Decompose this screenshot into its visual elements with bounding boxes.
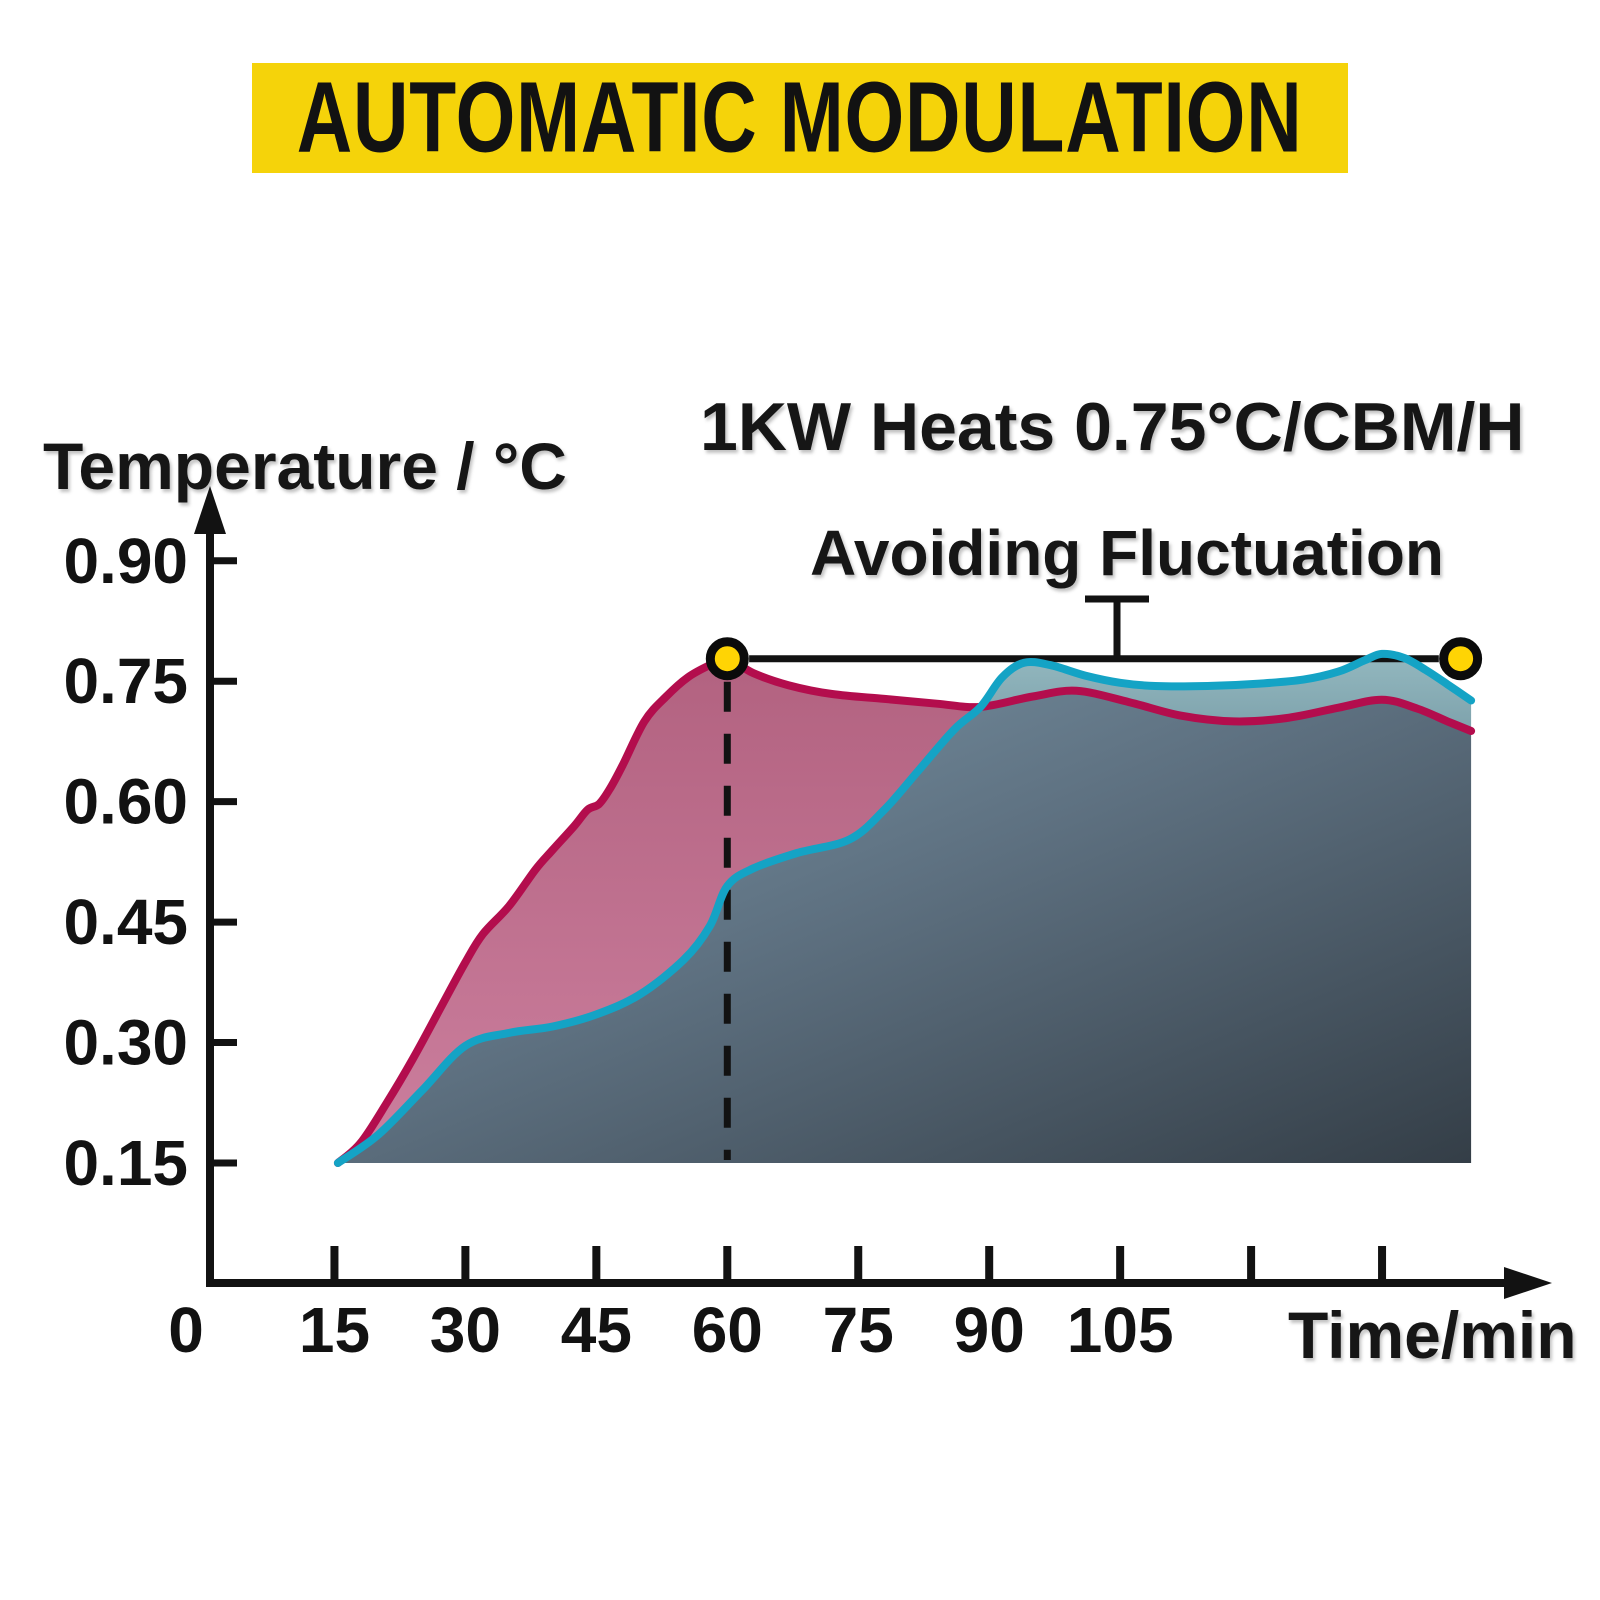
y-tick-label: 0.30 xyxy=(63,1007,188,1079)
marker-dot xyxy=(705,637,749,681)
overlap-area xyxy=(337,690,1472,1163)
chart-axes xyxy=(194,486,1552,1299)
fluctuation-annotation: Avoiding Fluctuation xyxy=(810,517,1444,589)
chart-guides xyxy=(723,595,1439,1160)
y-axis-title: Temperature / °C xyxy=(43,429,567,503)
chart-areas xyxy=(337,653,1472,1163)
x-tick-label: 30 xyxy=(430,1294,501,1366)
marker-dot xyxy=(1439,637,1483,681)
chart-tick-labels: 0.90 0.75 0.60 0.45 0.30 0.15 0 15 30 45 60 75 90 105 xyxy=(63,525,1173,1366)
heat-rate-annotation: 1KW Heats 0.75°C/CBM/H xyxy=(700,389,1525,465)
y-tick-label: 0.45 xyxy=(63,886,188,958)
x-tick-label: 60 xyxy=(692,1294,763,1366)
chart-markers xyxy=(705,637,1483,681)
x-tick-label: 75 xyxy=(823,1294,894,1366)
y-tick-label: 0.15 xyxy=(63,1127,188,1199)
x-tick-label: 0 xyxy=(168,1294,204,1366)
x-tick-label: 15 xyxy=(299,1294,370,1366)
banner: AUTOMATIC MODULATION xyxy=(252,61,1348,174)
y-tick-label: 0.90 xyxy=(63,525,188,597)
teal-area xyxy=(980,653,1472,731)
x-axis-title: Time/min xyxy=(1288,1298,1577,1372)
y-tick-label: 0.60 xyxy=(63,766,188,838)
x-tick-label: 105 xyxy=(1067,1294,1174,1366)
banner-title: AUTOMATIC MODULATION xyxy=(297,61,1303,174)
x-tick-label: 45 xyxy=(561,1294,632,1366)
x-tick-label: 90 xyxy=(954,1294,1025,1366)
teal-curve xyxy=(333,649,1476,1167)
red-area xyxy=(337,658,981,1163)
x-axis-arrow xyxy=(1504,1267,1552,1299)
y-tick-label: 0.75 xyxy=(63,645,188,717)
y-axis-arrow xyxy=(194,486,226,534)
